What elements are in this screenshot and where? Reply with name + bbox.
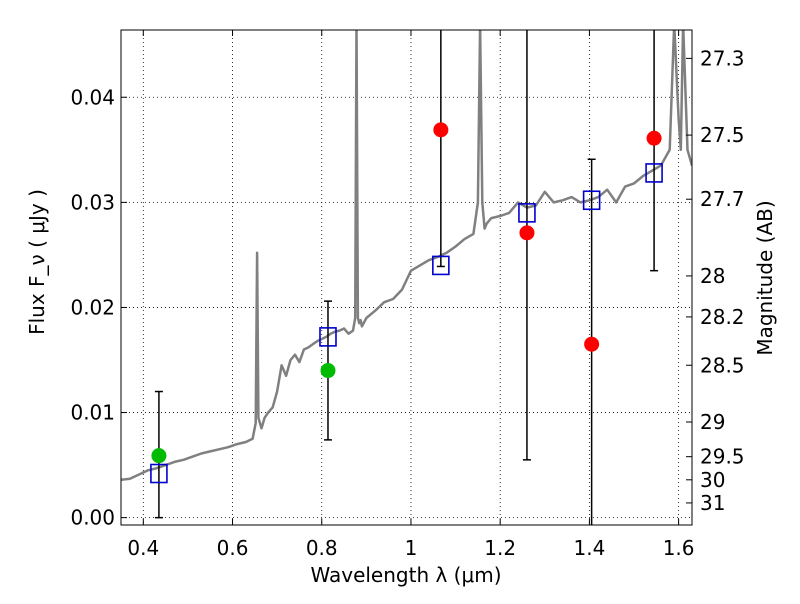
x-tick-label: 1.2 xyxy=(484,536,516,560)
spectrum-line xyxy=(121,30,692,482)
observed-point-series xyxy=(151,122,662,464)
y2-tick-label: 29 xyxy=(700,410,725,434)
model-box-marker xyxy=(150,463,168,484)
model-box-marker xyxy=(319,327,337,347)
model-box-marker xyxy=(645,163,663,183)
model-box-series xyxy=(150,163,663,484)
x-axis-label: Wavelength λ (μm) xyxy=(310,563,501,587)
y2-tick-label: 27.3 xyxy=(700,46,745,70)
y2-tick-label: 30 xyxy=(700,468,725,492)
green-data-point xyxy=(320,363,336,379)
y-axis-label: Flux F_ν ( μJy ) xyxy=(25,189,49,335)
red-data-point xyxy=(519,225,535,241)
model-box-marker xyxy=(582,190,601,211)
model-box-marker xyxy=(518,203,536,223)
y2-tick-label: 27.7 xyxy=(700,187,745,211)
grid-lines xyxy=(121,30,692,525)
x-tick-label: 1 xyxy=(405,536,418,560)
y-tick-label: 0.02 xyxy=(70,295,115,319)
green-data-point xyxy=(151,448,167,464)
red-data-point xyxy=(584,336,600,352)
x-tick-label: 1.6 xyxy=(663,536,695,560)
y2-tick-label: 27.5 xyxy=(700,123,745,147)
y2-tick-label: 31 xyxy=(700,491,725,515)
plot-frame xyxy=(120,29,693,526)
red-data-point xyxy=(433,122,449,138)
x-tick-label: 0.4 xyxy=(127,536,159,560)
y2-tick-label: 28 xyxy=(700,264,725,288)
y2-tick-label: 28.2 xyxy=(700,305,745,329)
y-tick-label: 0.04 xyxy=(70,85,115,109)
red-data-point xyxy=(646,130,662,146)
model-box-marker xyxy=(432,255,450,276)
spectrum-series xyxy=(121,30,692,482)
x-tick-label: 1.4 xyxy=(573,536,605,560)
y-tick-label: 0.01 xyxy=(70,401,115,425)
y2-tick-label: 29.5 xyxy=(700,445,745,469)
y2-tick-label: 28.5 xyxy=(700,353,745,377)
y2-axis-label: Magnitude (AB) xyxy=(753,200,777,355)
axis-ticks: 0.4 0.6 0.8 1 1.2 1.4 1.6 0.00 0.01 0.02 0.03 0.04 2… xyxy=(70,30,745,560)
x-tick-label: 0.8 xyxy=(306,536,338,560)
x-tick-label: 0.6 xyxy=(217,536,249,560)
y-tick-label: 0.00 xyxy=(70,506,115,530)
y-tick-label: 0.03 xyxy=(70,190,115,214)
